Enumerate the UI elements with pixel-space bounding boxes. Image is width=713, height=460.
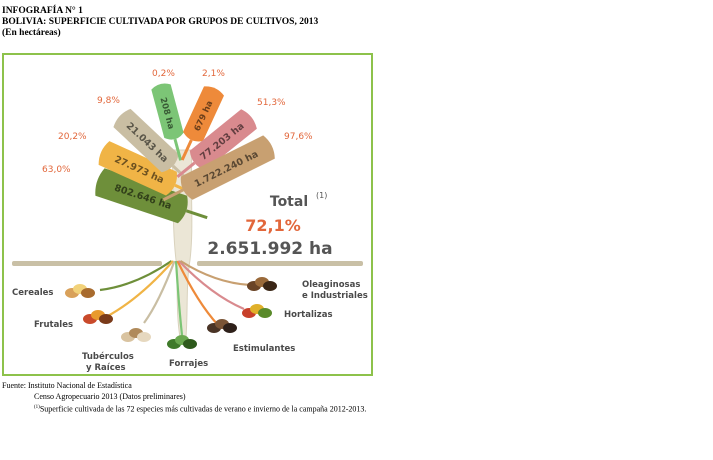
root-line — [178, 260, 245, 311]
category-label-line: y Raíces — [86, 363, 126, 373]
total-value: 2.651.992 ha — [207, 239, 332, 259]
crop-image — [81, 288, 95, 298]
category-label-line: Estimulantes — [233, 344, 295, 354]
leaf-bar — [113, 108, 179, 173]
chart-title: BOLIVIA: SUPERFICIE CULTIVADA POR GRUPOS… — [2, 17, 319, 27]
leaf-bar-group: 208 ha — [151, 83, 184, 161]
category-label: Frutales — [34, 320, 73, 330]
ground-bar-left — [12, 261, 162, 266]
root-line — [143, 260, 176, 324]
leaf-bar — [95, 168, 188, 224]
percent-label: 9,8% — [97, 96, 120, 106]
leaf-stem — [180, 139, 193, 161]
infographic-panel: 802.646 ha 27.973 ha 21.043 ha 208 ha 679 ha… — [2, 53, 373, 376]
percent-label: 51,3% — [257, 98, 286, 108]
footer-note-mark: (1) — [34, 405, 40, 410]
leaf-stem — [162, 188, 184, 202]
leaf-stem — [173, 138, 183, 161]
infographic-number: INFOGRAFÍA N° 1 — [2, 6, 83, 16]
total-note-mark: (1) — [316, 191, 327, 200]
category-label: Oleaginosas e Industriales — [302, 280, 368, 301]
leaf-bar — [151, 83, 184, 140]
root-line — [99, 260, 173, 292]
category-label-line: Oleaginosas — [302, 280, 360, 290]
percent-label: 97,6% — [284, 132, 313, 142]
percent-label: 2,1% — [202, 69, 225, 79]
crop-image — [258, 308, 272, 318]
category-label-line: e Industriales — [302, 291, 368, 301]
crop-image — [183, 339, 197, 349]
crop-image — [263, 281, 277, 291]
root-line — [176, 260, 219, 326]
category-label: Estimulantes — [233, 344, 295, 354]
category-label-line: Cereales — [12, 288, 53, 298]
root-line — [174, 260, 184, 336]
category-label: Cereales — [12, 288, 53, 298]
footer-source: Fuente: Instituto Nacional de Estadístic… — [2, 381, 132, 390]
percent-label: 20,2% — [58, 132, 87, 142]
category-label-line: Forrajes — [169, 359, 208, 369]
root-line — [105, 260, 174, 318]
leaf-bar-group: 679 ha — [180, 86, 224, 161]
category-label-line: Hortalizas — [284, 310, 333, 320]
total-label: Total — [270, 194, 308, 210]
crop-image — [99, 314, 113, 324]
leaf-stem — [176, 161, 196, 178]
footer-note-text: Superficie cultivada de las 72 especies … — [39, 404, 367, 414]
chart-unit: (En hectáreas) — [2, 28, 61, 38]
leaf-bar — [98, 141, 177, 196]
category-label: Forrajes — [169, 359, 208, 369]
percent-label: 63,0% — [42, 165, 71, 175]
leaf-stem — [185, 209, 208, 220]
category-label: Hortalizas — [284, 310, 333, 320]
leaf-bar — [180, 135, 275, 200]
root-line — [179, 260, 251, 287]
leaf-bar — [183, 86, 224, 142]
crop-image — [137, 332, 151, 342]
percent-label: 0,2% — [152, 69, 175, 79]
category-label-line: Tubérculos — [82, 351, 134, 362]
footer-note: (1)Superficie cultivada de las 72 especi… — [34, 403, 366, 415]
ground-bar-right — [197, 261, 363, 266]
category-label-line: Frutales — [34, 320, 73, 330]
crop-image — [223, 323, 237, 333]
category-label: Tubérculos y Raíces — [82, 351, 134, 373]
total-percent: 72,1% — [245, 216, 301, 235]
leaf-bar — [189, 109, 257, 171]
footer-census: Censo Agropecuario 2013 (Datos prelimina… — [34, 392, 186, 401]
